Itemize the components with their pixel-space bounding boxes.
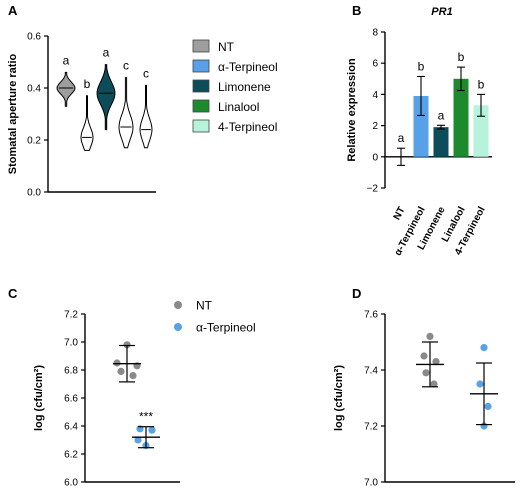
data-point <box>134 436 142 444</box>
panel-b-y-tick-label: −2 <box>367 184 379 195</box>
x-tick-label: NT <box>392 205 408 222</box>
violin-significance-label: c <box>123 59 129 73</box>
panel-c-y-tick-label: 6.8 <box>64 366 78 377</box>
panel-d-y-axis-title: log (cfu/cm²) <box>333 365 345 431</box>
panel-c-y-axis-title: log (cfu/cm²) <box>33 365 45 431</box>
significance-stars: *** <box>139 410 153 424</box>
bar-linalool <box>453 78 469 157</box>
bar-significance-label: b <box>478 77 485 91</box>
panel-c-y-tick-label: 6.4 <box>64 422 78 433</box>
panel-c-y-tick-label: 6.2 <box>64 450 78 461</box>
panel-d-y-tick-label: 7.0 <box>364 478 378 489</box>
panel-a-y-axis-title: Stomatal aperture ratio <box>7 54 19 175</box>
panel-letter-c: C <box>8 286 18 301</box>
violin-significance-label: a <box>103 46 110 60</box>
data-point <box>148 426 156 434</box>
panel-a-y-tick-label: 0.2 <box>27 136 41 147</box>
legend-label: α-Terpineol <box>196 321 256 335</box>
panel-d-y-tick-label: 7.2 <box>364 422 378 433</box>
panel-a-y-tick-label: 0.4 <box>27 84 41 95</box>
legend-label: NT <box>196 299 213 313</box>
panel-c-y-tick-label: 6.6 <box>64 394 78 405</box>
panel-b-y-tick-label: 6 <box>372 59 378 70</box>
bar--terpineol <box>413 95 429 157</box>
panel-b-y-axis-title: Relative expression <box>346 58 358 162</box>
panel-d-y-tick-label: 7.4 <box>364 366 378 377</box>
legend-label: 4-Terpineol <box>218 120 277 134</box>
data-point <box>484 402 492 410</box>
legend-swatch-linalool <box>192 99 210 113</box>
bar-limonene <box>433 127 449 157</box>
data-point <box>432 358 440 366</box>
data-point <box>426 332 434 340</box>
panel-b-y-tick-label: 2 <box>372 121 378 132</box>
violin-limonene <box>96 64 116 131</box>
bar-significance-label: a <box>438 108 445 122</box>
violin-significance-label: b <box>84 77 91 91</box>
data-point <box>129 372 137 380</box>
legend-swatch-4-terpineol <box>192 119 210 133</box>
legend-label: Linalool <box>218 100 259 114</box>
violin-nt <box>56 71 76 107</box>
data-point <box>422 369 430 377</box>
violin-4-terpineol <box>139 84 153 149</box>
panel-c-y-tick-label: 7.0 <box>64 338 78 349</box>
panel-b-y-tick-label: 0 <box>372 152 378 163</box>
panel-b-y-tick-label: 4 <box>372 90 378 101</box>
legend-marker-nt <box>174 301 182 309</box>
data-point <box>430 380 438 388</box>
panel-letter-a: A <box>8 3 18 18</box>
data-point <box>420 352 428 360</box>
panel-b-title: PR1 <box>431 6 452 18</box>
data-point <box>117 367 125 375</box>
violin-linalool <box>118 77 134 149</box>
bar-significance-label: b <box>418 59 425 73</box>
legend-label: Limonene <box>218 80 271 94</box>
violin--terpineol <box>80 95 94 151</box>
data-point <box>480 344 488 352</box>
violin-significance-label: a <box>63 53 70 67</box>
violin-significance-label: c <box>143 66 149 80</box>
panel-a-y-tick-label: 0.6 <box>27 32 41 43</box>
legend-marker-alpha-terpineol <box>174 323 182 331</box>
panel-c-y-tick-label: 6.0 <box>64 478 78 489</box>
legend-swatch-nt <box>192 39 210 53</box>
data-point <box>476 380 484 388</box>
panel-b-y-tick-label: 8 <box>372 28 378 39</box>
bar-significance-label: a <box>398 131 405 145</box>
panel-letter-b: B <box>352 3 361 18</box>
panel-a-y-tick-label: 0.0 <box>27 188 41 199</box>
bar-significance-label: b <box>458 50 465 64</box>
panel-d-y-tick-label: 7.6 <box>364 310 378 321</box>
bar-4-terpineol <box>473 105 489 157</box>
panel-letter-d: D <box>352 286 361 301</box>
legend-swatch-limonene <box>192 79 210 93</box>
legend-swatch--terpineol <box>192 59 210 73</box>
legend-label: NT <box>218 40 235 54</box>
legend-label: α-Terpineol <box>218 60 278 74</box>
data-point <box>123 341 131 349</box>
panel-c-y-tick-label: 7.2 <box>64 310 78 321</box>
